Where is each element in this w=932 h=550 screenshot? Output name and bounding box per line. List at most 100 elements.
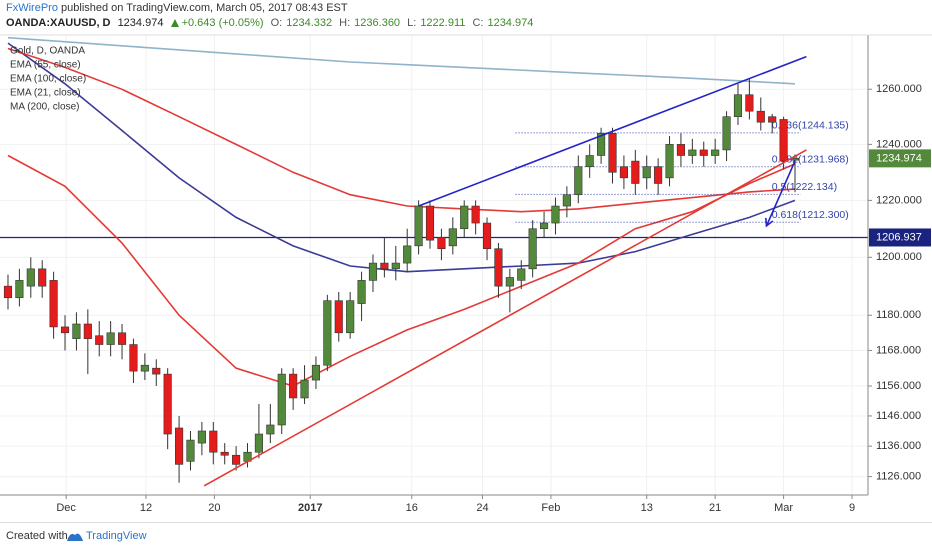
candle-body	[60, 326, 70, 334]
ohlc-value: 1234.974	[487, 17, 534, 29]
candle-body	[140, 364, 149, 372]
x-tick-label: 2017	[298, 502, 322, 514]
candle-body	[357, 280, 366, 304]
candle-body	[597, 132, 606, 156]
candle-body	[323, 300, 332, 366]
candle-body	[83, 323, 92, 339]
price-box	[869, 149, 931, 168]
candle-body	[15, 280, 24, 299]
y-tick-label: 1136.000	[876, 440, 921, 452]
x-tick-label: 13	[641, 502, 653, 514]
candle-body	[574, 166, 583, 196]
candle-body	[232, 454, 241, 465]
candle-body	[722, 116, 731, 151]
ohlc-label: L:	[407, 17, 417, 29]
created-with: Created with	[6, 530, 68, 542]
candle-body	[266, 424, 275, 435]
legend-entry: EMA (55, close)	[10, 60, 81, 71]
candle-body	[642, 166, 651, 179]
ohlc-value: 1234.332	[286, 17, 333, 29]
price-box-label: 1206.937	[876, 231, 922, 243]
ohlc-value: 1236.360	[354, 17, 401, 29]
y-tick-label: 1146.000	[876, 410, 921, 422]
indicator-line	[7, 47, 796, 213]
price-box	[869, 228, 931, 247]
ohlc-label: H:	[339, 17, 351, 29]
fib-label: 0.382(1231.968)	[772, 154, 849, 166]
footer: Created with TradingView	[0, 522, 932, 550]
x-tick-label: Dec	[56, 502, 76, 514]
legend-title: Gold, D, OANDA	[10, 46, 85, 57]
candle-body	[460, 205, 469, 230]
publish-line: FxWirePro published on TradingView.com, …	[6, 2, 348, 14]
candle-body	[38, 268, 47, 287]
x-tick-label: 12	[140, 502, 152, 514]
ohlc-value: 1222.911	[420, 17, 466, 29]
candle-body	[277, 373, 286, 426]
candle-body	[175, 427, 184, 465]
candle-body	[26, 268, 35, 287]
candle-body	[289, 373, 298, 399]
candle-body	[414, 205, 423, 247]
candle-body	[391, 262, 400, 270]
candle-body	[368, 262, 378, 281]
legend: Gold, D, OANDA EMA (55, close) EMA (100, …	[10, 46, 86, 113]
candle-body	[437, 236, 446, 250]
x-tick-label: 21	[709, 502, 721, 514]
candle-body	[494, 248, 503, 287]
candle-body	[756, 110, 765, 123]
legend-entry: EMA (100, close)	[10, 74, 86, 85]
candle-body	[163, 373, 172, 435]
candle-body	[152, 367, 161, 375]
fib-label: 0.618(1212.300)	[772, 209, 849, 221]
candle-body	[482, 222, 492, 250]
candle-body	[699, 149, 708, 156]
candle-body	[688, 149, 697, 156]
indicator-line	[7, 36, 796, 85]
candle-body	[654, 166, 663, 184]
ohlc-label: O:	[270, 17, 283, 29]
candle-body	[540, 222, 549, 230]
candle-body	[676, 144, 686, 156]
candle-body	[3, 285, 13, 299]
candle-body	[209, 430, 218, 453]
candle-body	[551, 205, 560, 224]
ohlc-label: C:	[472, 17, 484, 29]
candle-body	[72, 323, 81, 339]
indicator-line	[7, 154, 796, 387]
brand[interactable]: TradingView	[86, 530, 147, 542]
y-tick-label: 1168.000	[876, 344, 921, 356]
axes: 1126.000 1136.000 1146.000 1156.000 1168.000…	[0, 34, 932, 514]
candle-body	[186, 439, 195, 462]
y-tick-label: 1126.000	[876, 471, 921, 483]
candle-body	[117, 332, 127, 345]
candle-body	[585, 155, 594, 167]
candle-body	[745, 94, 754, 112]
trendline	[203, 149, 807, 487]
symbol: OANDA:XAUUSD, D	[6, 17, 111, 29]
x-tick-label: 24	[476, 502, 488, 514]
candle-body	[334, 300, 343, 334]
candle-body	[95, 335, 104, 345]
candle-body	[300, 379, 309, 399]
candle-body	[425, 205, 435, 241]
y-tick-label: 1260.000	[876, 83, 922, 95]
candle-body	[49, 280, 58, 328]
brand-logo	[67, 533, 83, 541]
published: published on TradingView.com, March 05, …	[61, 2, 348, 14]
candle-body	[471, 205, 480, 224]
symbol-line: OANDA:XAUUSD, D 1234.974 +0.643 (+0.05%)…	[6, 17, 537, 29]
y-tick-label: 1156.000	[876, 380, 921, 392]
fib-label: 0.5(1222.134)	[772, 181, 837, 193]
candle-body	[528, 228, 537, 270]
last-price: 1234.974	[117, 17, 164, 29]
legend-entry: EMA (21, close)	[10, 88, 81, 99]
trendline	[418, 55, 807, 207]
candle-body	[711, 149, 720, 156]
y-tick-label: 1180.000	[876, 309, 921, 321]
publisher[interactable]: FxWirePro	[6, 2, 58, 14]
candle-body	[346, 300, 355, 334]
candle-body	[631, 160, 640, 184]
candle-body	[619, 166, 628, 179]
